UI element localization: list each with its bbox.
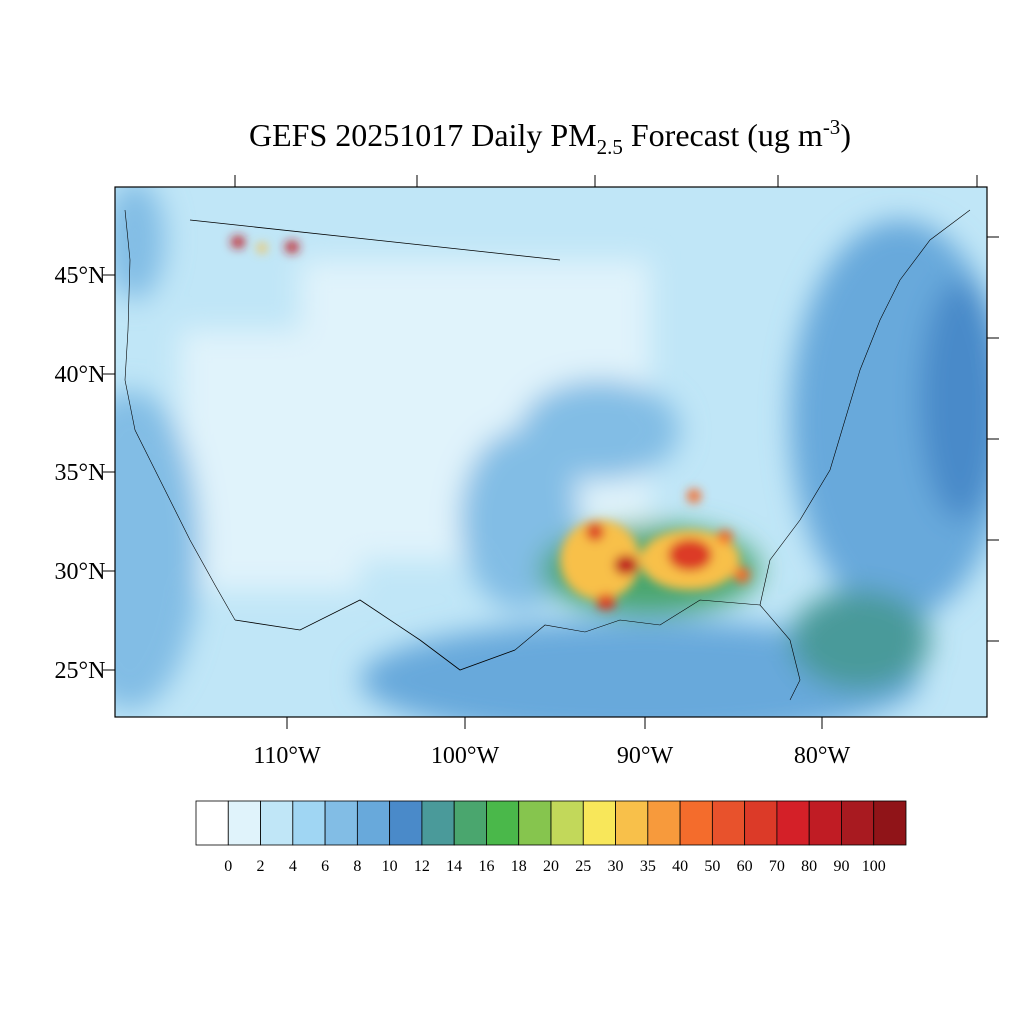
colorbar-box bbox=[582, 800, 616, 846]
colorbar-box bbox=[647, 800, 681, 846]
title-subscript: 2.5 bbox=[597, 135, 623, 159]
colorbar-box bbox=[744, 800, 778, 846]
colorbar-box bbox=[518, 800, 552, 846]
colorbar-box bbox=[841, 800, 875, 846]
lon-label: 80°W bbox=[794, 743, 851, 769]
map-frame bbox=[114, 186, 988, 718]
colorbar-label: 60 bbox=[737, 858, 753, 875]
colorbar-label: 20 bbox=[543, 858, 559, 875]
colorbar-label: 14 bbox=[446, 858, 462, 875]
title-end: ) bbox=[840, 117, 851, 153]
colorbar-box bbox=[808, 800, 842, 846]
map-field bbox=[115, 187, 987, 717]
title-mid: Forecast (ug m bbox=[623, 117, 823, 153]
colorbar-label: 16 bbox=[478, 858, 494, 875]
colorbar-label: 2 bbox=[257, 858, 265, 875]
colorbar-label: 70 bbox=[769, 858, 785, 875]
lat-label: 25°N bbox=[55, 658, 106, 684]
colorbar-label: 12 bbox=[414, 858, 430, 875]
colorbar-box bbox=[776, 800, 810, 846]
colorbar-box bbox=[389, 800, 423, 846]
colorbar-label: 40 bbox=[672, 858, 688, 875]
colorbar-label: 8 bbox=[353, 858, 361, 875]
colorbar-box bbox=[711, 800, 746, 846]
colorbar-label: 10 bbox=[382, 858, 398, 875]
colorbar-label: 100 bbox=[862, 858, 886, 875]
lon-label: 110°W bbox=[253, 743, 321, 769]
colorbar-box bbox=[421, 800, 455, 846]
lat-label: 30°N bbox=[55, 559, 106, 585]
lat-label: 40°N bbox=[55, 362, 106, 388]
title: GEFS 20251017 Daily PM2.5 Forecast (ug m… bbox=[249, 115, 851, 159]
colorbar-box bbox=[679, 800, 713, 846]
colorbar-box bbox=[550, 800, 584, 846]
colorbar-label: 30 bbox=[608, 858, 624, 875]
colorbar-box bbox=[453, 800, 487, 846]
colorbar-box bbox=[260, 800, 294, 846]
lat-label: 35°N bbox=[55, 460, 106, 486]
lon-label: 100°W bbox=[431, 743, 500, 769]
colorbar-box bbox=[227, 800, 261, 846]
frame-ticks bbox=[103, 175, 999, 729]
colorbar-label: 6 bbox=[321, 858, 329, 875]
title-superscript: -3 bbox=[823, 115, 841, 139]
colorbar-box bbox=[615, 800, 649, 846]
colorbar-label: 4 bbox=[289, 858, 297, 875]
lat-label: 45°N bbox=[55, 263, 106, 289]
colorbar-box bbox=[324, 800, 358, 846]
lon-label: 90°W bbox=[617, 743, 674, 769]
colorbar-box bbox=[873, 800, 907, 846]
colorbar-label: 0 bbox=[224, 858, 232, 875]
title-main: GEFS 20251017 Daily PM bbox=[249, 117, 597, 153]
colorbar-box bbox=[486, 800, 520, 846]
colorbar-label: 50 bbox=[704, 858, 720, 875]
colorbar-label: 35 bbox=[640, 858, 656, 875]
colorbar-label: 18 bbox=[511, 858, 527, 875]
colorbar-label: 90 bbox=[833, 858, 849, 875]
colorbar-label: 25 bbox=[575, 858, 591, 875]
colorbar-box bbox=[356, 800, 391, 846]
colorbar-label: 80 bbox=[801, 858, 817, 875]
colorbar-box bbox=[292, 800, 326, 846]
colorbar-box bbox=[195, 800, 229, 846]
